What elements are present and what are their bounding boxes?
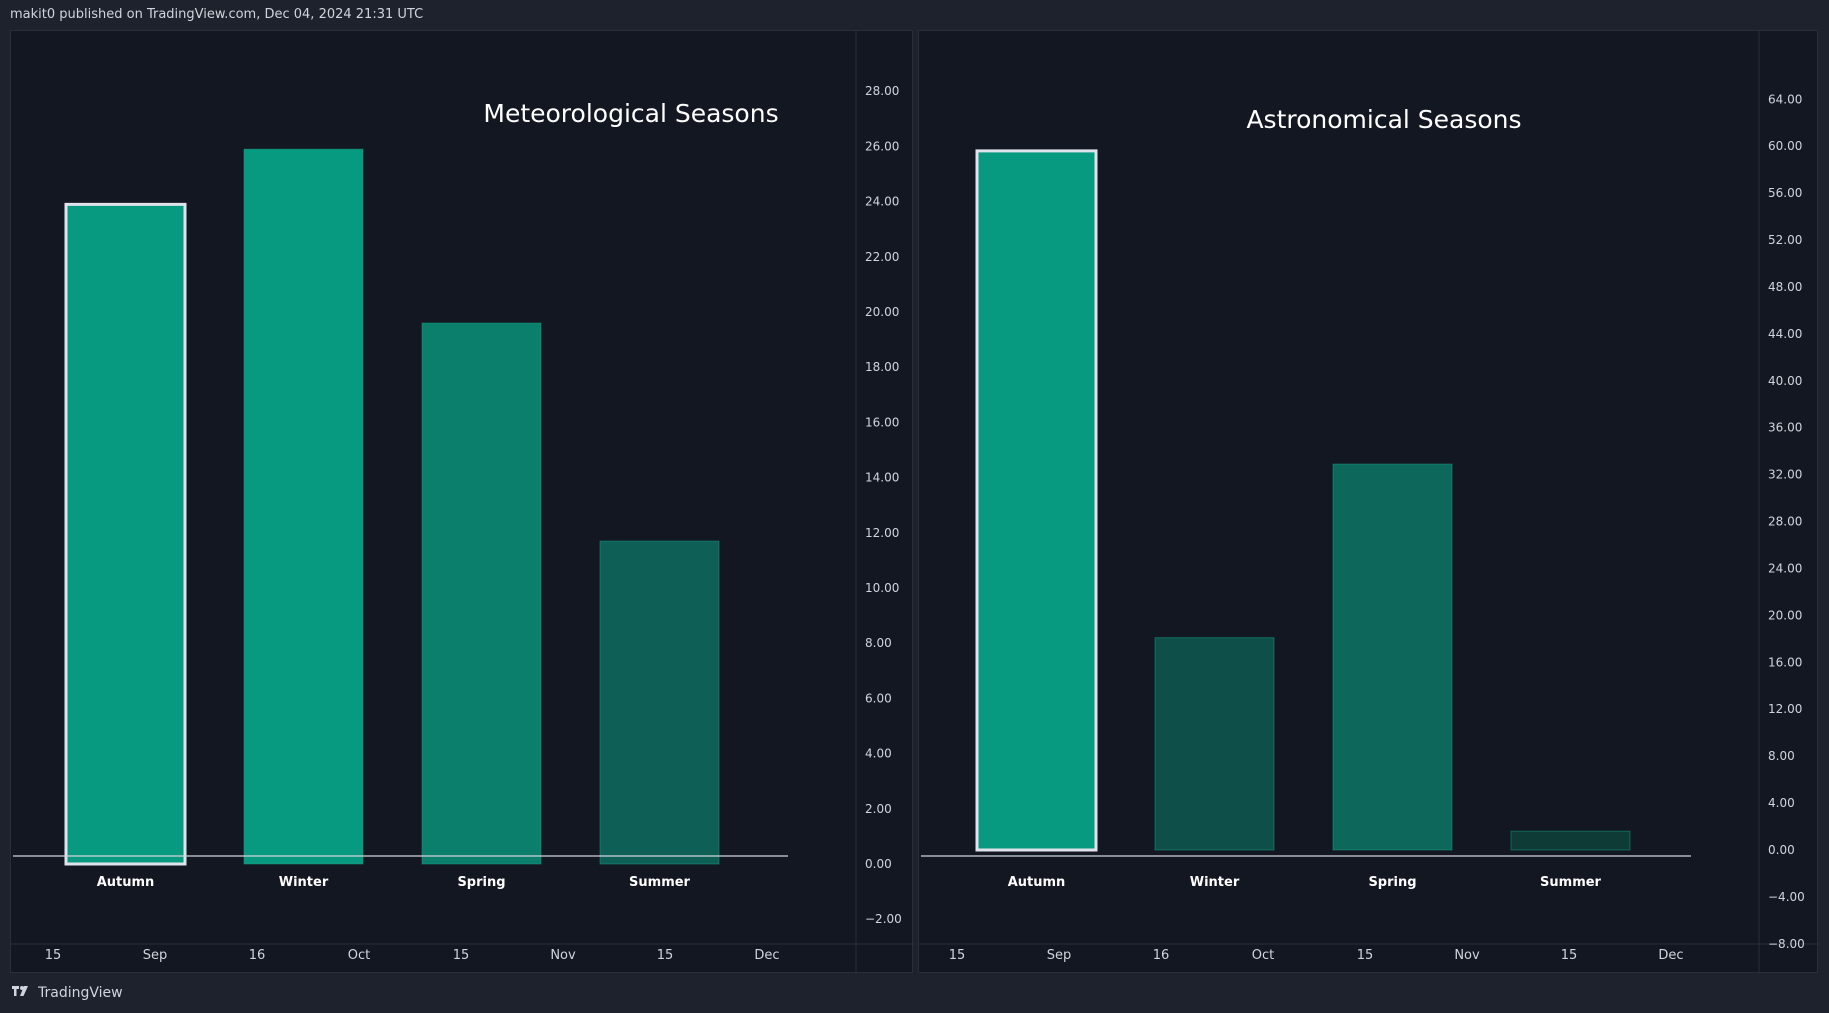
y-tick-label: 0.00 [1768,843,1795,857]
footer-brand[interactable]: TradingView [10,985,123,1001]
y-tick-label: 16.00 [1768,655,1802,669]
y-tick-label: 24.00 [1768,561,1802,575]
time-tick-label: Sep [143,948,168,963]
y-tick-label: −4.00 [1768,890,1805,904]
time-tick-label: 15 [1561,948,1578,963]
time-tick-label: Oct [348,948,370,963]
y-tick-label: 10.00 [865,581,899,595]
y-tick-label: 40.00 [1768,374,1802,388]
category-label: Autumn [97,875,155,890]
y-tick-label: 44.00 [1768,327,1802,341]
time-tick-label: 15 [1357,948,1374,963]
y-tick-label: 64.00 [1768,92,1802,106]
bar-spring[interactable] [1332,463,1453,851]
bar-autumn[interactable] [64,202,187,866]
chart-title: Meteorological Seasons [483,99,778,128]
y-tick-label: 12.00 [865,526,899,540]
chart-title: Astronomical Seasons [1246,105,1521,134]
time-tick-label: Nov [550,948,576,963]
y-tick-label: 22.00 [865,250,899,264]
y-tick-label: 60.00 [1768,139,1802,153]
y-tick-label: 20.00 [865,305,899,319]
y-tick-label: 20.00 [1768,608,1802,622]
y-tick-label: 56.00 [1768,186,1802,200]
time-tick-label: 16 [249,948,266,963]
y-tick-label: −8.00 [1768,937,1805,951]
category-label: Summer [1540,875,1602,890]
time-tick-label: Oct [1252,948,1274,963]
time-tick-label: 16 [1153,948,1170,963]
category-label: Autumn [1008,875,1066,890]
bar-spring[interactable] [421,322,542,865]
category-label: Winter [1190,875,1240,890]
y-tick-label: 32.00 [1768,468,1802,482]
category-label: Summer [629,875,691,890]
y-tick-label: 8.00 [865,636,892,650]
tradingview-logo-icon [12,986,28,996]
meteorological-chart: 28.00 26.00 24.00 22.00 20.00 18.00 16.00 14.00… [11,31,914,974]
category-label: Spring [1368,875,1416,890]
y-tick-label: 24.00 [865,195,899,209]
time-tick-label: 15 [453,948,470,963]
bar-autumn[interactable] [975,149,1098,852]
y-tick-label: 8.00 [1768,749,1795,763]
y-tick-label: −2.00 [865,912,902,926]
y-tick-label: 28.00 [1768,515,1802,529]
y-tick-label: 4.00 [865,747,892,761]
category-label: Spring [457,875,505,890]
publish-info: makit0 published on TradingView.com, Dec… [10,7,424,22]
time-tick-label: 15 [45,948,62,963]
time-tick-label: Nov [1454,948,1480,963]
category-label: Winter [279,875,329,890]
y-tick-label: 26.00 [865,139,899,153]
y-tick-label: 0.00 [865,857,892,871]
y-tick-label: 4.00 [1768,796,1795,810]
y-tick-label: 16.00 [865,415,899,429]
y-tick-label: 52.00 [1768,233,1802,247]
bar-summer[interactable] [599,540,720,865]
y-tick-label: 28.00 [865,84,899,98]
y-tick-label: 14.00 [865,471,899,485]
footer-brand-label: TradingView [38,985,123,1001]
time-tick-label: Dec [1658,948,1683,963]
y-tick-label: 6.00 [865,691,892,705]
time-tick-label: 15 [657,948,674,963]
bar-winter[interactable] [1154,637,1275,851]
time-tick-label: 15 [949,948,966,963]
astronomical-chart: 64.00 60.00 56.00 52.00 48.00 44.00 40.00 36.00… [919,31,1819,974]
y-tick-label: 2.00 [865,802,892,816]
y-tick-label: 18.00 [865,360,899,374]
y-tick-label: 48.00 [1768,280,1802,294]
astronomical-chart-panel[interactable]: 64.00 60.00 56.00 52.00 48.00 44.00 40.00 36.00… [918,30,1819,974]
bar-winter[interactable] [243,148,364,865]
y-tick-label: 12.00 [1768,702,1802,716]
meteorological-chart-panel[interactable]: 28.00 26.00 24.00 22.00 20.00 18.00 16.00 14.00… [10,30,914,974]
bar-summer[interactable] [1510,830,1631,851]
y-tick-label: 36.00 [1768,421,1802,435]
time-tick-label: Dec [754,948,779,963]
time-tick-label: Sep [1047,948,1072,963]
